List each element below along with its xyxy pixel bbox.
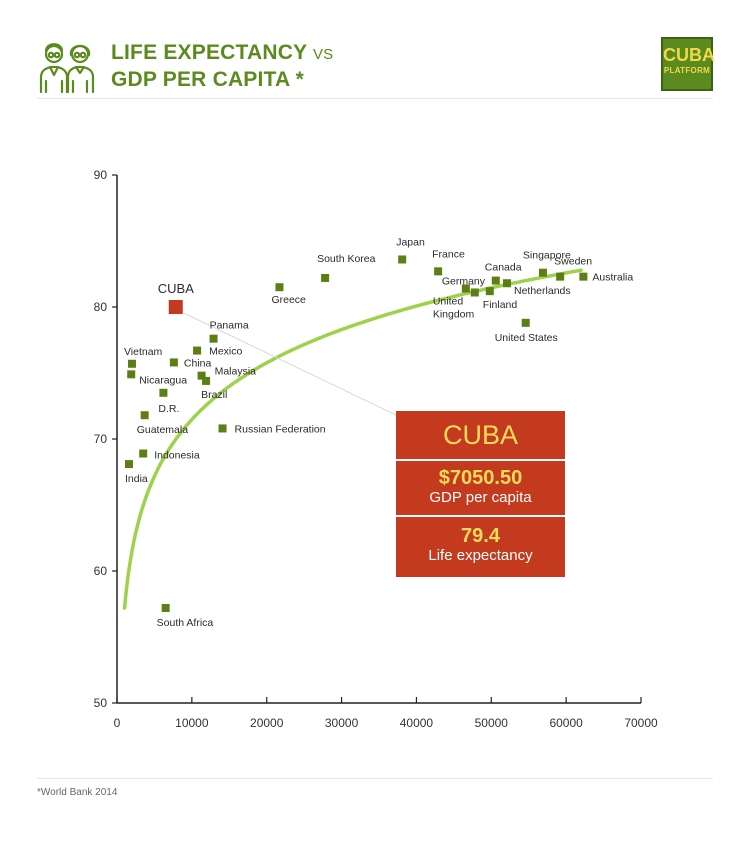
points-layer xyxy=(124,255,588,612)
y-tick-label: 60 xyxy=(94,564,108,578)
footnote: *World Bank 2014 xyxy=(37,787,118,798)
point-guatemala xyxy=(140,411,149,420)
x-tick-label: 30000 xyxy=(325,716,359,730)
point-germany xyxy=(470,288,479,297)
point-label-united-states: United States xyxy=(495,332,558,344)
x-tick-label: 20000 xyxy=(250,716,284,730)
point-label-south-korea: South Korea xyxy=(317,253,376,265)
point-label-indonesia: Indonesia xyxy=(154,450,200,462)
point-united-states xyxy=(521,318,530,327)
callout-country: CUBA xyxy=(396,411,565,459)
y-tick-label: 80 xyxy=(94,300,108,314)
chart-axes: 50 60 70 80 90 0 10000 20000 30000 40000 50000 6000… xyxy=(94,168,658,730)
point-label-united-kingdom: United Kingdom xyxy=(433,296,475,321)
title-vs: VS xyxy=(312,46,334,63)
point-label-guatemala: Guatemala xyxy=(137,424,189,436)
point-label-line: Kingdom xyxy=(433,309,475,321)
header: LIFE EXPECTANCY VS GDP PER CAPITA * CUBA… xyxy=(37,35,715,99)
x-tick-label: 0 xyxy=(114,716,121,730)
y-tick-label: 50 xyxy=(94,696,108,710)
point-united-kingdom xyxy=(461,284,470,293)
point-mexico xyxy=(193,346,202,355)
point-label-france: France xyxy=(432,248,465,260)
y-tick-label: 90 xyxy=(94,168,108,182)
point-panama xyxy=(209,334,218,343)
point-india xyxy=(124,460,133,469)
point-label-nicaragua: Nicaragua xyxy=(139,374,187,386)
point-china xyxy=(169,358,178,367)
point-south-africa xyxy=(161,603,170,612)
connector-layer xyxy=(183,312,401,418)
point-greece xyxy=(275,283,284,292)
point-label-vietnam: Vietnam xyxy=(124,346,163,358)
logo-line1: CUBA xyxy=(663,45,715,65)
point-label-india: India xyxy=(125,473,148,485)
point-japan xyxy=(398,255,407,264)
point-vietnam xyxy=(127,359,136,368)
point-cuba-highlight xyxy=(168,300,183,314)
labels-layer: Japan France South Korea Greece SingaporeSwe… xyxy=(124,236,633,628)
point-label-china: China xyxy=(184,357,212,369)
point-label-line: United xyxy=(433,296,464,308)
point-label-netherlands: Netherlands xyxy=(514,285,571,297)
point-label-singapore: Singapore xyxy=(523,250,571,262)
point-australia xyxy=(579,272,588,281)
point-netherlands xyxy=(503,279,512,288)
point-label-greece: Greece xyxy=(271,294,306,306)
callout-life-value: 79.4 xyxy=(461,525,500,547)
x-tick-label: 70000 xyxy=(624,716,658,730)
footer-divider xyxy=(37,778,713,779)
point-south-korea xyxy=(321,273,330,282)
point-label-south-africa: South Africa xyxy=(157,617,214,629)
point-label-japan: Japan xyxy=(396,236,425,248)
point-singapore xyxy=(538,268,547,277)
point-russian-federation xyxy=(218,424,227,433)
point-indonesia xyxy=(139,449,148,458)
point-france xyxy=(434,267,443,276)
cuba-platform-logo: CUBA PLATFORM xyxy=(661,37,715,91)
point-finland xyxy=(485,287,494,296)
y-tick-label: 70 xyxy=(94,432,108,446)
x-tick-label: 10000 xyxy=(175,716,209,730)
point-sweden xyxy=(556,272,565,281)
x-tick-label: 50000 xyxy=(475,716,509,730)
x-tick-label: 40000 xyxy=(400,716,434,730)
header-divider xyxy=(37,98,713,99)
logo-line2: PLATFORM xyxy=(663,66,711,75)
point-label-brazil: Brazil xyxy=(201,389,227,401)
point-nicaragua xyxy=(127,370,136,379)
point-label-russian-federation: Russian Federation xyxy=(235,423,326,435)
elderly-couple-icon xyxy=(39,43,95,93)
point-label-australia: Australia xyxy=(592,272,633,284)
point-label-malaysia: Malaysia xyxy=(215,366,257,378)
point-d-r xyxy=(159,388,168,397)
point-label-mexico: Mexico xyxy=(209,346,242,358)
point-brazil xyxy=(202,376,211,385)
callout-gdp: $7050.50 GDP per capita xyxy=(396,461,565,515)
point-malaysia xyxy=(197,371,206,380)
callout-gdp-value: $7050.50 xyxy=(438,467,523,489)
chart-title: LIFE EXPECTANCY VS GDP PER CAPITA * xyxy=(111,40,333,92)
title-line1: LIFE EXPECTANCY xyxy=(111,41,307,64)
callout-connector xyxy=(183,312,401,418)
callout-life-label: Life expectancy xyxy=(428,547,533,564)
point-label-panama: Panama xyxy=(210,320,249,332)
point-canada xyxy=(491,276,500,285)
point-label-canada: Canada xyxy=(485,262,522,274)
point-label-cuba: CUBA xyxy=(158,281,194,296)
title-line2: GDP PER CAPITA * xyxy=(111,68,305,91)
callout-life: 79.4 Life expectancy xyxy=(396,517,565,577)
point-label-germany: Germany xyxy=(442,275,486,287)
x-tick-label: 60000 xyxy=(549,716,583,730)
callout-gdp-label: GDP per capita xyxy=(429,489,532,506)
point-label-finland: Finland xyxy=(483,299,518,311)
point-label-d-r: D.R. xyxy=(158,403,179,415)
point-label-sweden: Sweden xyxy=(554,256,592,268)
cuba-callout: CUBA $7050.50 GDP per capita 79.4 Life e… xyxy=(396,411,565,579)
